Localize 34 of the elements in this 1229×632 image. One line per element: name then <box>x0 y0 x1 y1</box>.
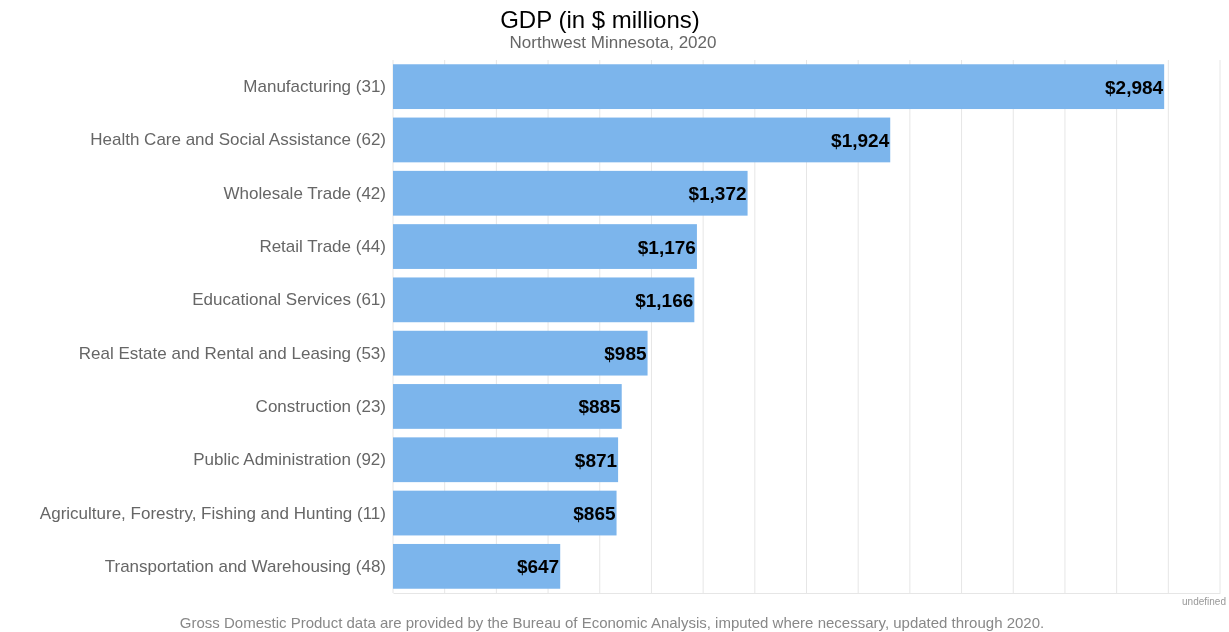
data-label: $885 <box>578 396 622 418</box>
data-label: $1,372 <box>688 183 747 205</box>
bar <box>393 490 617 536</box>
y-tick-label: Construction (23) <box>255 396 386 416</box>
chart-title: GDP (in $ millions) <box>500 6 700 33</box>
data-label: $865 <box>573 503 616 525</box>
bar <box>393 543 561 589</box>
y-tick-label: Manufacturing (31) <box>243 77 386 97</box>
bar <box>393 170 748 216</box>
data-label: $1,924 <box>831 129 890 151</box>
data-label: $2,984 <box>1105 76 1164 98</box>
data-label: $647 <box>516 556 560 578</box>
data-label: $1,166 <box>635 289 694 311</box>
y-tick-label: Transportation and Warehousing (48) <box>104 556 386 576</box>
bar <box>393 117 891 163</box>
text: undefined <box>1182 596 1226 607</box>
data-label: $871 <box>574 449 618 471</box>
y-tick-label: Health Care and Social Assistance (62) <box>90 130 386 150</box>
bar <box>393 384 622 429</box>
data-label: $985 <box>604 343 647 365</box>
text: Gross Domestic Product data are provided by the Bureau of Economic Analysis, imputed where necessary, updated through 2020. <box>179 614 1045 631</box>
bar <box>393 277 695 323</box>
y-tick-label: Public Administration (92) <box>193 450 386 470</box>
y-tick-label: Real Estate and Rental and Leasing (53) <box>78 343 386 363</box>
y-tick-label: Educational Services (61) <box>192 290 386 310</box>
bar <box>393 64 1165 110</box>
bar <box>393 224 697 269</box>
y-tick-label: Wholesale Trade (42) <box>223 183 386 203</box>
chart-subtitle: Northwest Minnesota, 2020 <box>509 33 717 52</box>
y-tick-label: Agriculture, Forestry, Fishing and Hunting (11) <box>39 503 386 523</box>
bar <box>393 330 648 376</box>
data-label: $1,176 <box>637 236 696 258</box>
bar <box>393 437 619 483</box>
y-tick-label: Retail Trade (44) <box>259 236 386 256</box>
